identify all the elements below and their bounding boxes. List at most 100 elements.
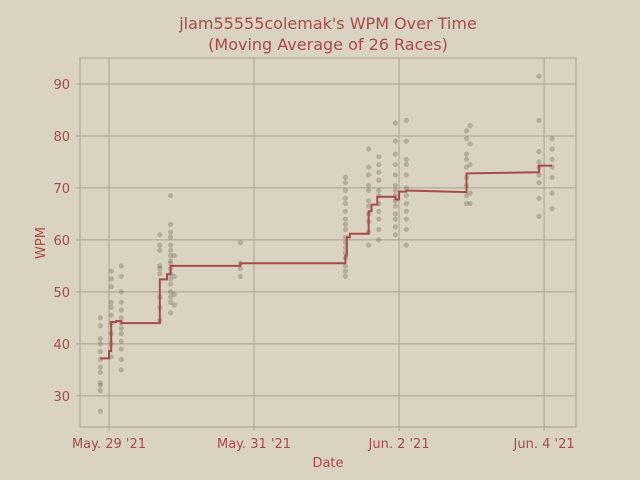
race-point [342,208,348,214]
race-point [342,195,348,201]
race-point [97,315,103,321]
race-point [392,232,398,238]
race-point [467,161,473,168]
race-point [237,273,243,279]
race-point [536,180,542,186]
race-point [392,161,398,168]
race-point [118,307,124,313]
race-point [168,221,174,227]
race-point [237,265,243,272]
race-point [549,156,555,162]
race-point [118,315,124,321]
x-tick-label: May. 29 '21 [72,437,146,452]
y-tick-labels: 30 40 50 60 70 80 90 [53,78,80,405]
race-point [97,388,103,394]
race-point [463,151,470,157]
race-point [366,182,372,188]
race-point [342,221,348,227]
race-point [118,330,124,337]
race-point [376,177,382,183]
race-point [536,73,542,79]
race-point [168,193,174,199]
race-point [376,216,382,222]
race-point [97,408,103,414]
race-point [366,164,372,170]
race-point [168,310,174,316]
race-point [403,216,409,222]
race-point [376,187,382,194]
race-point [171,273,177,279]
chart-subtitle: (Moving Average of 26 Races) [208,35,448,54]
race-point [403,200,409,207]
race-point [157,263,163,269]
race-point [392,120,398,126]
race-point [342,187,348,194]
race-point [97,341,103,347]
race-point [118,325,124,331]
race-point [342,263,348,269]
race-point [168,299,174,305]
race-point [536,148,542,155]
x-tick-label: May. 31 '21 [217,437,291,452]
race-points [97,73,555,414]
y-tick-label: 90 [53,78,70,93]
race-point [118,367,124,373]
race-point [168,229,174,235]
race-point [549,146,555,152]
race-point [467,141,473,147]
race-point [392,224,398,230]
race-point [342,268,348,274]
race-point [463,156,470,162]
race-point [549,136,555,142]
race-point [366,198,372,204]
race-point [342,226,348,233]
race-point [392,182,398,188]
race-point [392,151,398,157]
moving-average-path [100,164,553,360]
race-point [97,336,103,342]
race-point [403,117,409,123]
plot-background [79,57,577,428]
race-point [392,216,398,222]
race-point [366,203,372,209]
grid-lines [80,58,576,427]
y-axis-label: WPM [34,227,49,259]
plot-frame [79,57,577,428]
race-point [463,136,470,142]
race-point [376,237,382,243]
race-point [549,206,555,212]
race-point [118,299,124,305]
race-point [376,154,382,160]
race-point [168,294,174,300]
race-point [171,291,177,298]
race-point [157,265,163,272]
race-point [118,338,124,344]
x-tick-label: Jun. 4 '21 [513,437,575,452]
race-point [463,193,470,199]
race-point [376,208,382,214]
race-point [403,242,409,248]
race-point [168,289,174,295]
race-point [97,380,103,386]
race-point [97,323,103,329]
race-point [97,369,103,375]
race-point [168,252,174,259]
race-point [366,172,372,178]
y-tick-label: 50 [53,286,70,301]
race-point [168,258,174,264]
y-tick-label: 30 [53,390,70,405]
race-point [342,174,348,181]
race-point [536,172,542,178]
race-point [342,216,348,222]
race-point [97,349,103,355]
race-point [366,242,372,248]
race-point [157,232,163,238]
race-point [403,185,409,191]
y-tick-label: 80 [53,130,70,145]
race-point [108,304,114,311]
race-point [366,146,372,152]
race-point [463,128,470,134]
race-point [342,200,348,207]
x-tick-label: Jun. 2 '21 [368,437,430,452]
